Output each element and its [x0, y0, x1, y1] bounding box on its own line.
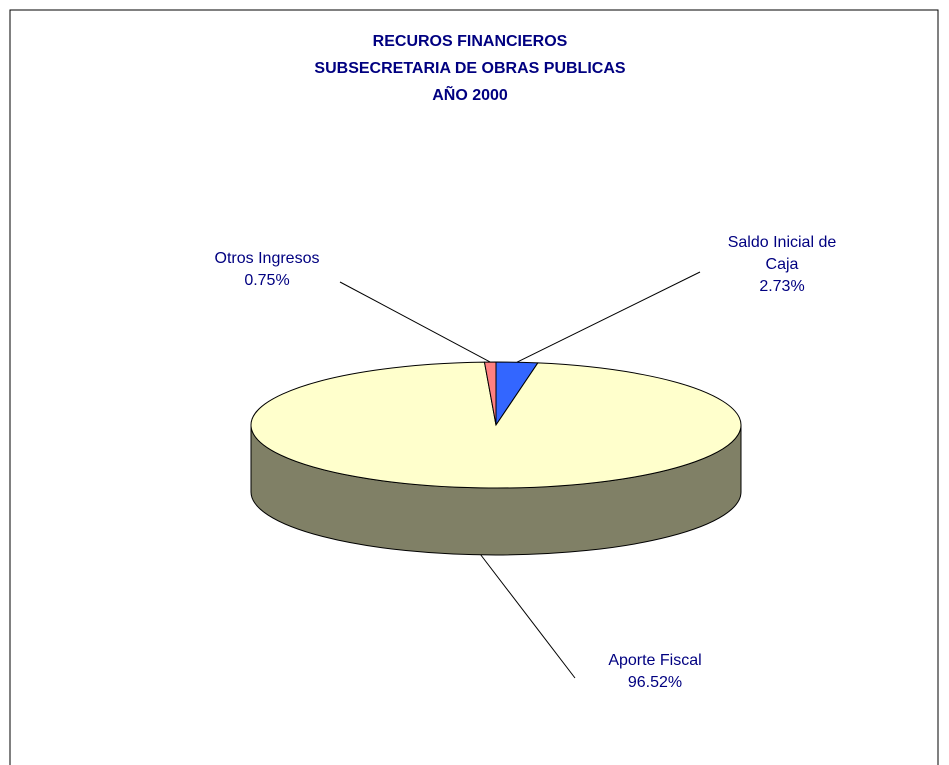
chart-title: AÑO 2000 [432, 84, 508, 104]
leader-line [339, 281, 491, 363]
label-text: 96.52% [627, 674, 683, 691]
chart-title: RECUROS FINANCIEROS [373, 33, 568, 50]
leader-line [516, 271, 701, 363]
data-label: Saldo Inicial de Caja 2.73% [712, 232, 852, 298]
data-label: Otros Ingresos 0.75% [167, 248, 367, 292]
label-text: 0.75% [244, 272, 290, 289]
pie-slice [483, 361, 497, 426]
chart-title: SUBSECRETARIA DE OBRAS PUBLICAS [314, 60, 625, 77]
label-text: Saldo Inicial de Caja [727, 234, 837, 273]
label-text: Otros Ingresos [214, 250, 320, 267]
leader-line [480, 554, 576, 679]
label-text: 2.73% [759, 278, 805, 295]
label-text: Aporte Fiscal [608, 652, 702, 669]
data-label: Aporte Fiscal 96.52% [555, 650, 755, 694]
